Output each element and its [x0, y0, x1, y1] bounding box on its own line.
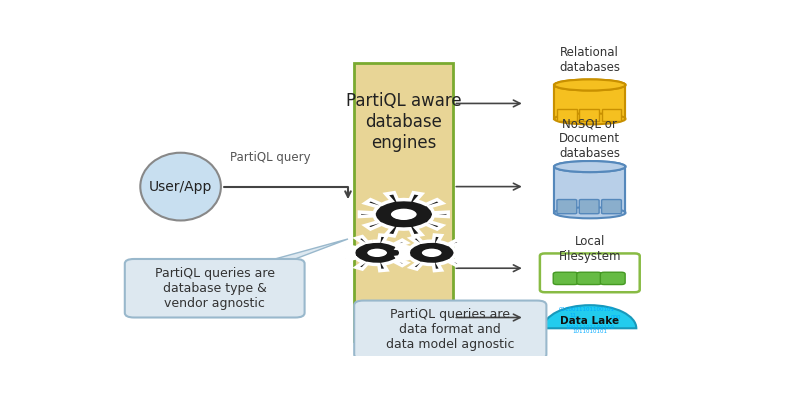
Polygon shape — [359, 193, 448, 236]
Circle shape — [366, 247, 389, 258]
Text: 000: 000 — [610, 315, 621, 320]
FancyBboxPatch shape — [579, 200, 599, 214]
FancyBboxPatch shape — [579, 109, 599, 121]
FancyBboxPatch shape — [554, 272, 578, 284]
FancyBboxPatch shape — [554, 85, 626, 119]
Ellipse shape — [554, 161, 626, 172]
Text: User/App: User/App — [149, 180, 212, 194]
Ellipse shape — [554, 207, 626, 218]
Ellipse shape — [554, 113, 626, 124]
Circle shape — [390, 207, 418, 222]
Text: Relational
databases: Relational databases — [559, 46, 620, 74]
FancyBboxPatch shape — [554, 166, 626, 213]
Ellipse shape — [554, 161, 626, 172]
Ellipse shape — [140, 153, 221, 220]
FancyBboxPatch shape — [554, 85, 626, 119]
FancyBboxPatch shape — [540, 254, 640, 292]
Text: PartiQL queries are
database type &
vendor agnostic: PartiQL queries are database type & vend… — [154, 267, 274, 310]
Polygon shape — [342, 235, 413, 271]
FancyBboxPatch shape — [602, 200, 622, 214]
Ellipse shape — [554, 80, 626, 90]
Polygon shape — [397, 235, 467, 271]
FancyBboxPatch shape — [557, 109, 577, 121]
Polygon shape — [459, 305, 494, 314]
Text: PartiQL aware
database
engines: PartiQL aware database engines — [346, 92, 462, 152]
Text: Data Lake: Data Lake — [560, 316, 619, 326]
Ellipse shape — [554, 80, 626, 90]
Wedge shape — [543, 305, 636, 328]
Text: 11: 11 — [569, 312, 576, 318]
Text: 0110011101100101: 0110011101100101 — [558, 307, 614, 312]
FancyBboxPatch shape — [554, 166, 626, 213]
FancyBboxPatch shape — [125, 259, 305, 318]
Text: 10011101100110: 10011101100110 — [566, 324, 614, 330]
Text: PartiQL queries are
data format and
data model agnostic: PartiQL queries are data format and data… — [386, 308, 514, 351]
FancyBboxPatch shape — [577, 272, 602, 284]
Text: 1011010101: 1011010101 — [572, 330, 607, 334]
Polygon shape — [258, 239, 348, 264]
FancyBboxPatch shape — [602, 109, 622, 121]
FancyBboxPatch shape — [557, 200, 577, 214]
Text: Local
Filesystem: Local Filesystem — [558, 235, 621, 263]
Text: PartiQL query: PartiQL query — [230, 150, 311, 164]
Text: NoSQL or
Document
databases: NoSQL or Document databases — [559, 118, 620, 160]
FancyBboxPatch shape — [600, 272, 625, 284]
Circle shape — [420, 247, 443, 258]
FancyBboxPatch shape — [354, 63, 454, 341]
FancyBboxPatch shape — [354, 300, 546, 359]
